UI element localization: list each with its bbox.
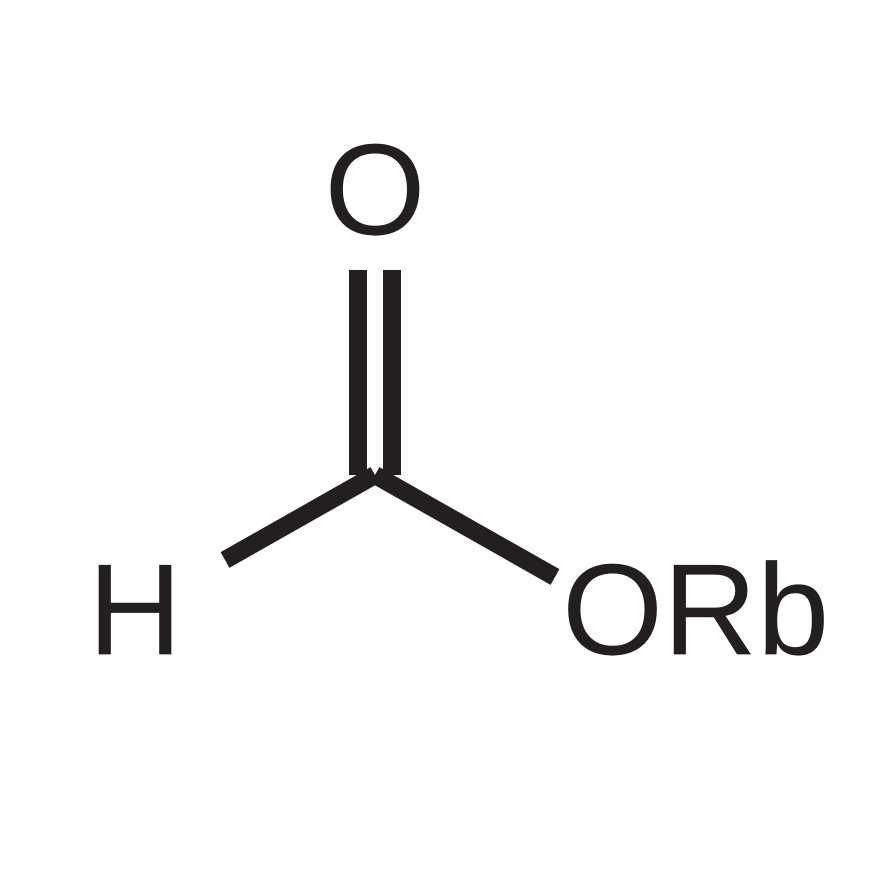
atom-orb: ORb [562, 536, 829, 682]
atom-oxygen-top: O [324, 116, 425, 262]
bond-single [225, 475, 375, 560]
atom-hydrogen: H [88, 536, 182, 682]
chemical-structure-canvas: O H ORb [0, 0, 890, 890]
bond-single [375, 475, 555, 577]
